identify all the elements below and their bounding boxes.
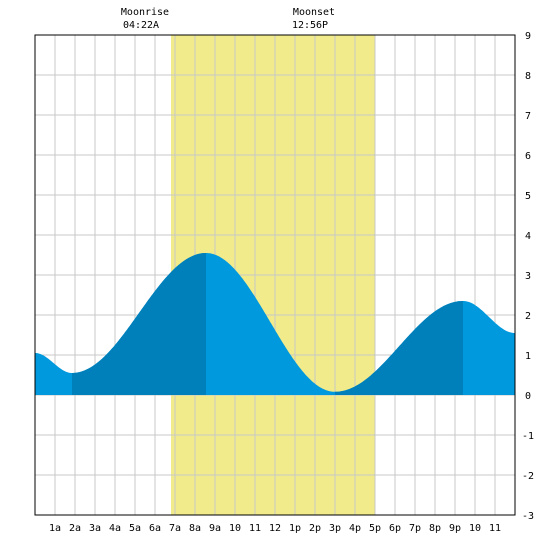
x-tick-label: 6a xyxy=(149,523,161,534)
x-tick-label: 11 xyxy=(489,523,501,534)
y-tick-label: -3 xyxy=(522,511,534,522)
x-tick-label: 2a xyxy=(69,523,81,534)
y-tick-label: 2 xyxy=(525,311,531,322)
x-tick-label: 11 xyxy=(249,523,261,534)
x-tick-label: 5a xyxy=(129,523,141,534)
y-tick-label: -1 xyxy=(522,431,534,442)
y-tick-label: 8 xyxy=(525,71,531,82)
tide-area-rising xyxy=(335,301,463,395)
moonrise-time: 04:22A xyxy=(123,20,159,31)
y-tick-label: 1 xyxy=(525,351,531,362)
x-tick-label: 4a xyxy=(109,523,121,534)
x-tick-label: 7a xyxy=(169,523,181,534)
x-tick-label: 8p xyxy=(429,523,441,534)
x-tick-label: 12 xyxy=(269,523,281,534)
x-tick-label: 10 xyxy=(469,523,481,534)
moonset-label: Moonset xyxy=(293,7,335,18)
x-tick-label: 5p xyxy=(369,523,381,534)
x-tick-label: 1p xyxy=(289,523,301,534)
moonset-time: 12:56P xyxy=(292,20,328,31)
moonrise-label: Moonrise xyxy=(121,7,169,18)
y-tick-label: -2 xyxy=(522,471,534,482)
x-tick-label: 9p xyxy=(449,523,461,534)
y-tick-label: 5 xyxy=(525,191,531,202)
x-tick-label: 8a xyxy=(189,523,201,534)
y-tick-label: 7 xyxy=(525,111,531,122)
y-tick-label: 6 xyxy=(525,151,531,162)
y-tick-label: 0 xyxy=(525,391,531,402)
x-tick-label: 2p xyxy=(309,523,321,534)
tide-area-rising xyxy=(72,253,206,395)
y-tick-label: 9 xyxy=(525,31,531,42)
x-tick-label: 9a xyxy=(209,523,221,534)
x-tick-label: 10 xyxy=(229,523,241,534)
x-tick-label: 3a xyxy=(89,523,101,534)
y-tick-label: 4 xyxy=(525,231,531,242)
x-tick-label: 7p xyxy=(409,523,421,534)
x-tick-label: 1a xyxy=(49,523,61,534)
x-tick-label: 3p xyxy=(329,523,341,534)
y-tick-label: 3 xyxy=(525,271,531,282)
x-tick-label: 4p xyxy=(349,523,361,534)
x-tick-label: 6p xyxy=(389,523,401,534)
plot-frame xyxy=(34,34,516,516)
